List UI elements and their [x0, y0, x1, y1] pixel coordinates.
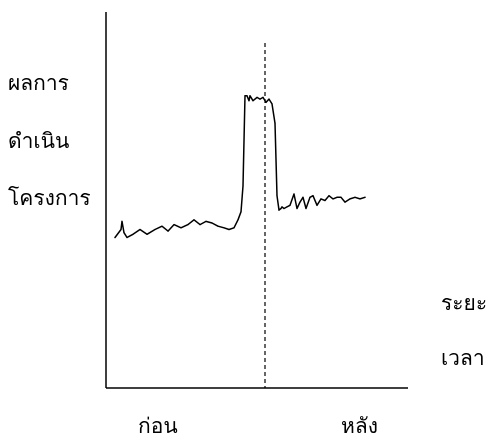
data-point — [340, 196, 342, 198]
data-point — [193, 219, 195, 221]
data-point — [320, 198, 322, 200]
data-point — [309, 196, 311, 198]
data-point — [286, 206, 288, 208]
data-point — [120, 228, 122, 231]
ylabel-line-1: ผลการ — [8, 71, 69, 95]
data-point — [349, 198, 351, 200]
data-point — [121, 220, 123, 222]
data-point — [123, 232, 125, 234]
axes — [105, 12, 408, 389]
data-point — [336, 196, 338, 198]
data-point — [161, 225, 163, 227]
data-point — [217, 225, 219, 227]
data-point — [276, 195, 278, 197]
xlabel-line-1: ระยะ — [441, 291, 487, 315]
data-point — [274, 122, 276, 124]
data-point — [139, 228, 141, 231]
data-point — [114, 236, 116, 239]
category-label-before: ก่อน — [138, 414, 178, 438]
data-point — [293, 193, 295, 195]
data-point — [268, 98, 270, 100]
data-point — [312, 195, 314, 197]
data-point — [344, 201, 346, 203]
data-points — [114, 95, 366, 239]
data-point — [324, 199, 326, 202]
data-point — [302, 196, 304, 198]
data-point — [211, 222, 213, 224]
data-point — [180, 227, 182, 229]
data-point — [259, 98, 261, 100]
ylabel-line-2: ดำเนิน — [8, 129, 69, 153]
data-point — [244, 95, 246, 97]
data-point — [283, 207, 285, 210]
data-point — [248, 100, 250, 102]
data-point — [354, 196, 356, 198]
data-point — [237, 219, 239, 221]
xlabel-line-2: เวลา — [441, 346, 485, 370]
data-point — [281, 206, 283, 208]
data-point — [256, 96, 258, 98]
performance-series-line — [114, 95, 366, 239]
data-point — [132, 233, 134, 235]
data-point — [167, 230, 169, 232]
data-point — [305, 207, 307, 210]
ylabel-line-3: โครงการ — [8, 186, 91, 210]
data-point — [278, 209, 280, 211]
data-point — [154, 228, 156, 231]
data-point — [146, 233, 148, 235]
data-point — [332, 198, 334, 200]
data-point — [328, 195, 330, 197]
data-point — [316, 204, 318, 206]
data-point — [262, 96, 264, 98]
data-point — [199, 224, 201, 226]
data-point — [364, 196, 366, 198]
category-label-after: หลัง — [341, 414, 378, 438]
data-point — [265, 101, 267, 103]
data-point — [296, 207, 298, 210]
data-point — [252, 100, 254, 102]
data-point — [126, 236, 128, 239]
data-point — [246, 95, 248, 97]
data-point — [223, 227, 225, 229]
data-point — [249, 95, 251, 97]
data-point — [233, 227, 235, 229]
data-point — [271, 103, 273, 105]
data-point — [173, 224, 175, 226]
data-point — [242, 185, 244, 187]
data-point — [228, 228, 230, 231]
data-point — [280, 207, 282, 210]
data-point — [359, 198, 361, 200]
data-point — [240, 211, 242, 213]
data-point — [299, 201, 301, 203]
data-point — [205, 220, 207, 222]
data-point — [289, 204, 291, 206]
data-point — [187, 224, 189, 226]
